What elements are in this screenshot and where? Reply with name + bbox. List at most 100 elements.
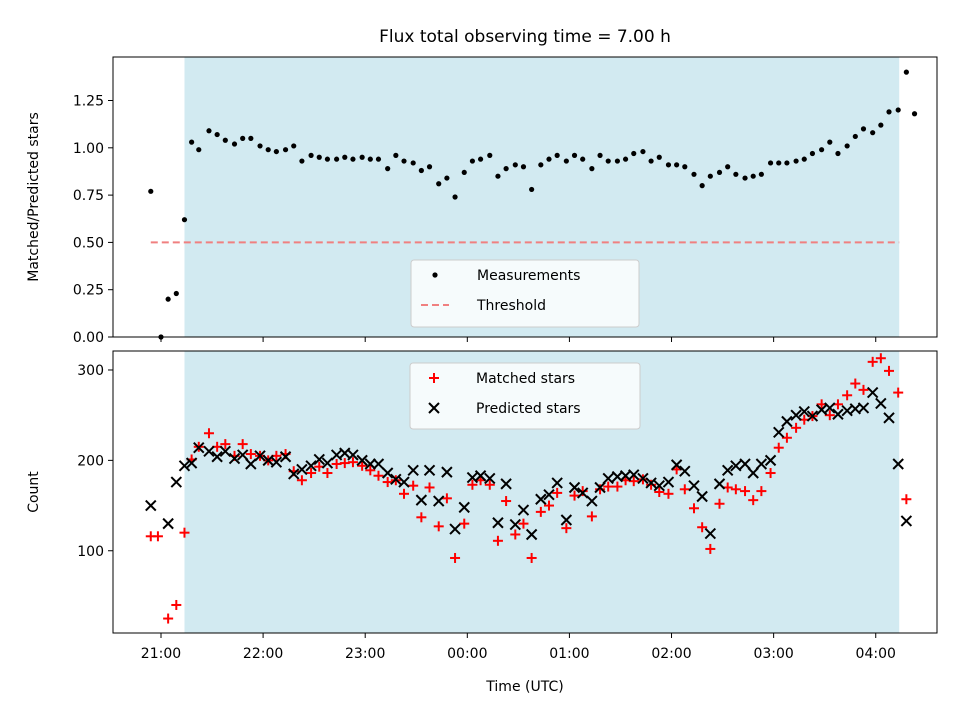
predicted-stars-point (211, 451, 223, 463)
measurements-point (512, 162, 518, 168)
axes-frame (112, 350, 938, 634)
measurements-point (214, 131, 220, 138)
matched-stars-point (237, 439, 248, 450)
predicted-stars-point (551, 477, 563, 489)
measurements-point (273, 148, 279, 155)
matched-stars-point (441, 493, 452, 504)
matched-stars-point (408, 480, 419, 491)
matched-stars-point (679, 484, 690, 495)
matched-stars-point (901, 494, 912, 505)
legend-label: Threshold (476, 298, 546, 314)
predicted-stars-point (185, 457, 198, 469)
matched-stars-point (781, 432, 792, 443)
measurements-point (640, 148, 646, 155)
bottom-panel: 100 200 300 21:00 22:00 23:00 00:00 01:00 02:00 0… (26, 350, 938, 695)
predicted-stars-point (637, 472, 649, 485)
predicted-stars-point (866, 386, 879, 399)
measurement-points (148, 69, 918, 340)
predicted-stars-point (162, 517, 174, 530)
predicted-stars-point (296, 463, 308, 476)
measurements-point (324, 156, 331, 162)
matched-stars-point (501, 496, 512, 507)
predicted-stars-point (313, 453, 325, 466)
predicted-stars-point (790, 409, 802, 421)
y-tick-label: 1.25 (73, 94, 104, 110)
legend-box (410, 259, 640, 328)
predicted-stars-point (305, 460, 317, 472)
predicted-stars-point (441, 466, 453, 478)
matched-stars-point (518, 518, 529, 529)
measurements-point (231, 141, 238, 147)
measurements-point (148, 188, 154, 194)
matched-stars-point (842, 390, 853, 401)
measurements-point (886, 109, 892, 115)
measurements-point (206, 128, 212, 134)
measurements-point (682, 164, 688, 170)
measurements-point (165, 296, 171, 302)
measurements-point (495, 173, 501, 179)
predicted-stars-point (288, 468, 300, 480)
predicted-stars-point (586, 495, 598, 507)
measurements-point (580, 156, 586, 162)
measurements-point (367, 156, 373, 162)
measurements-point (503, 166, 509, 172)
matched-stars-point (646, 479, 657, 490)
measurements-point (240, 135, 246, 141)
measurements-point (844, 143, 850, 149)
predicted-stars-point (543, 489, 555, 501)
predicted-stars-point (857, 402, 870, 414)
matched-stars-point (416, 512, 427, 523)
measurements-point (742, 175, 748, 181)
y-tick-label: 300 (77, 363, 104, 379)
measurements-point (563, 158, 569, 164)
predicted-stars-point (517, 504, 530, 516)
measurements-point (614, 158, 621, 164)
predicted-stars-point (390, 473, 402, 486)
predicted-stars-point (525, 528, 538, 541)
x-tick-label: 02:00 (651, 646, 691, 662)
x-tick-label: 00:00 (447, 646, 487, 662)
matched-stars-point (357, 460, 368, 471)
measurements-point (801, 156, 807, 162)
matched-stars-point (163, 613, 174, 624)
predicted-stars-point (900, 515, 913, 527)
matched-stars-point (535, 506, 546, 517)
measurements-point (487, 152, 493, 158)
matched-stars-point (850, 378, 861, 389)
measurements-point (444, 175, 450, 181)
predicted-stars-point (806, 410, 819, 422)
matched-stars-point (484, 479, 495, 490)
matched-stars-point (179, 527, 190, 538)
bottom-legend: Matched stars Predicted stars (409, 362, 641, 430)
matched-stars-point (424, 482, 435, 493)
top-legend: Measurements Threshold (410, 259, 640, 328)
predicted-stars-point (764, 454, 777, 467)
matched-stars-point (893, 387, 904, 398)
predicted-stars-point (415, 494, 428, 506)
matched-stars-point (740, 486, 751, 497)
matched-stars-point (612, 481, 623, 492)
matched-stars-point (858, 384, 869, 395)
measurements-point (291, 143, 297, 149)
y-tick-label: 100 (77, 544, 104, 560)
measurements-point (257, 143, 263, 149)
predicted-stars-point (535, 493, 547, 505)
measurements-point (418, 167, 424, 174)
measurements-point (196, 147, 202, 153)
measurements-point (631, 150, 637, 157)
measurements-point (538, 162, 544, 168)
top-panel: 0.00 0.25 0.50 0.75 1.00 1.25 Matched/Predict… (26, 56, 938, 346)
predicted-stars-point (423, 464, 436, 477)
matched-stars-point (697, 522, 708, 533)
measurements-point (648, 158, 654, 164)
measurements-point (452, 194, 458, 200)
predicted-stars-point (458, 501, 470, 514)
y-tick-label: 0.00 (73, 330, 104, 346)
measurements-point (597, 152, 603, 158)
measurements-point (546, 156, 552, 162)
measurements-point (520, 164, 527, 170)
matched-stars-point (245, 449, 256, 460)
measurements-point (716, 169, 723, 176)
axes-frame (112, 56, 938, 338)
matched-stars-point (365, 465, 376, 476)
